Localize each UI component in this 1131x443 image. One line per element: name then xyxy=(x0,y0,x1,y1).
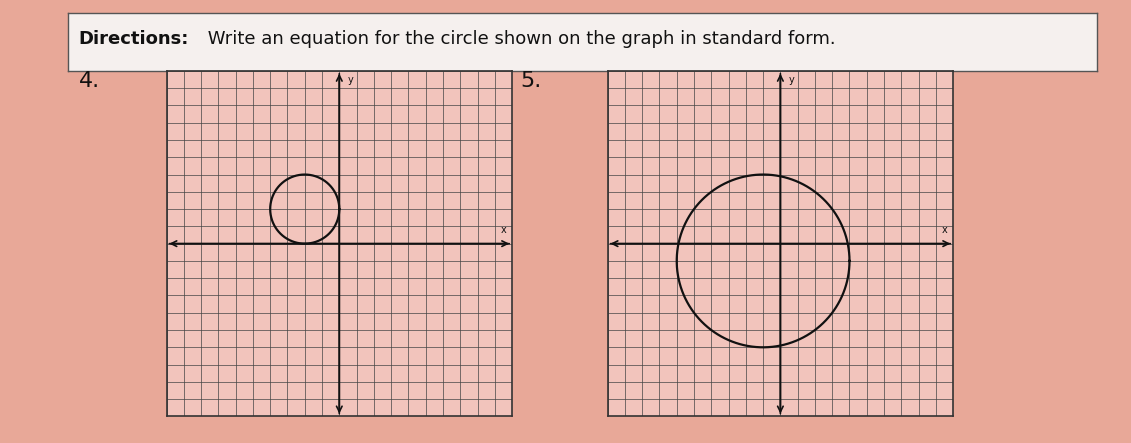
Text: x: x xyxy=(501,225,507,235)
Text: Write an equation for the circle shown on the graph in standard form.: Write an equation for the circle shown o… xyxy=(201,30,836,48)
Text: x: x xyxy=(942,225,948,235)
Text: 5.: 5. xyxy=(520,71,542,91)
Text: Directions:: Directions: xyxy=(78,30,189,48)
Text: 4.: 4. xyxy=(79,71,101,91)
Text: y: y xyxy=(789,74,795,85)
Text: y: y xyxy=(348,74,354,85)
